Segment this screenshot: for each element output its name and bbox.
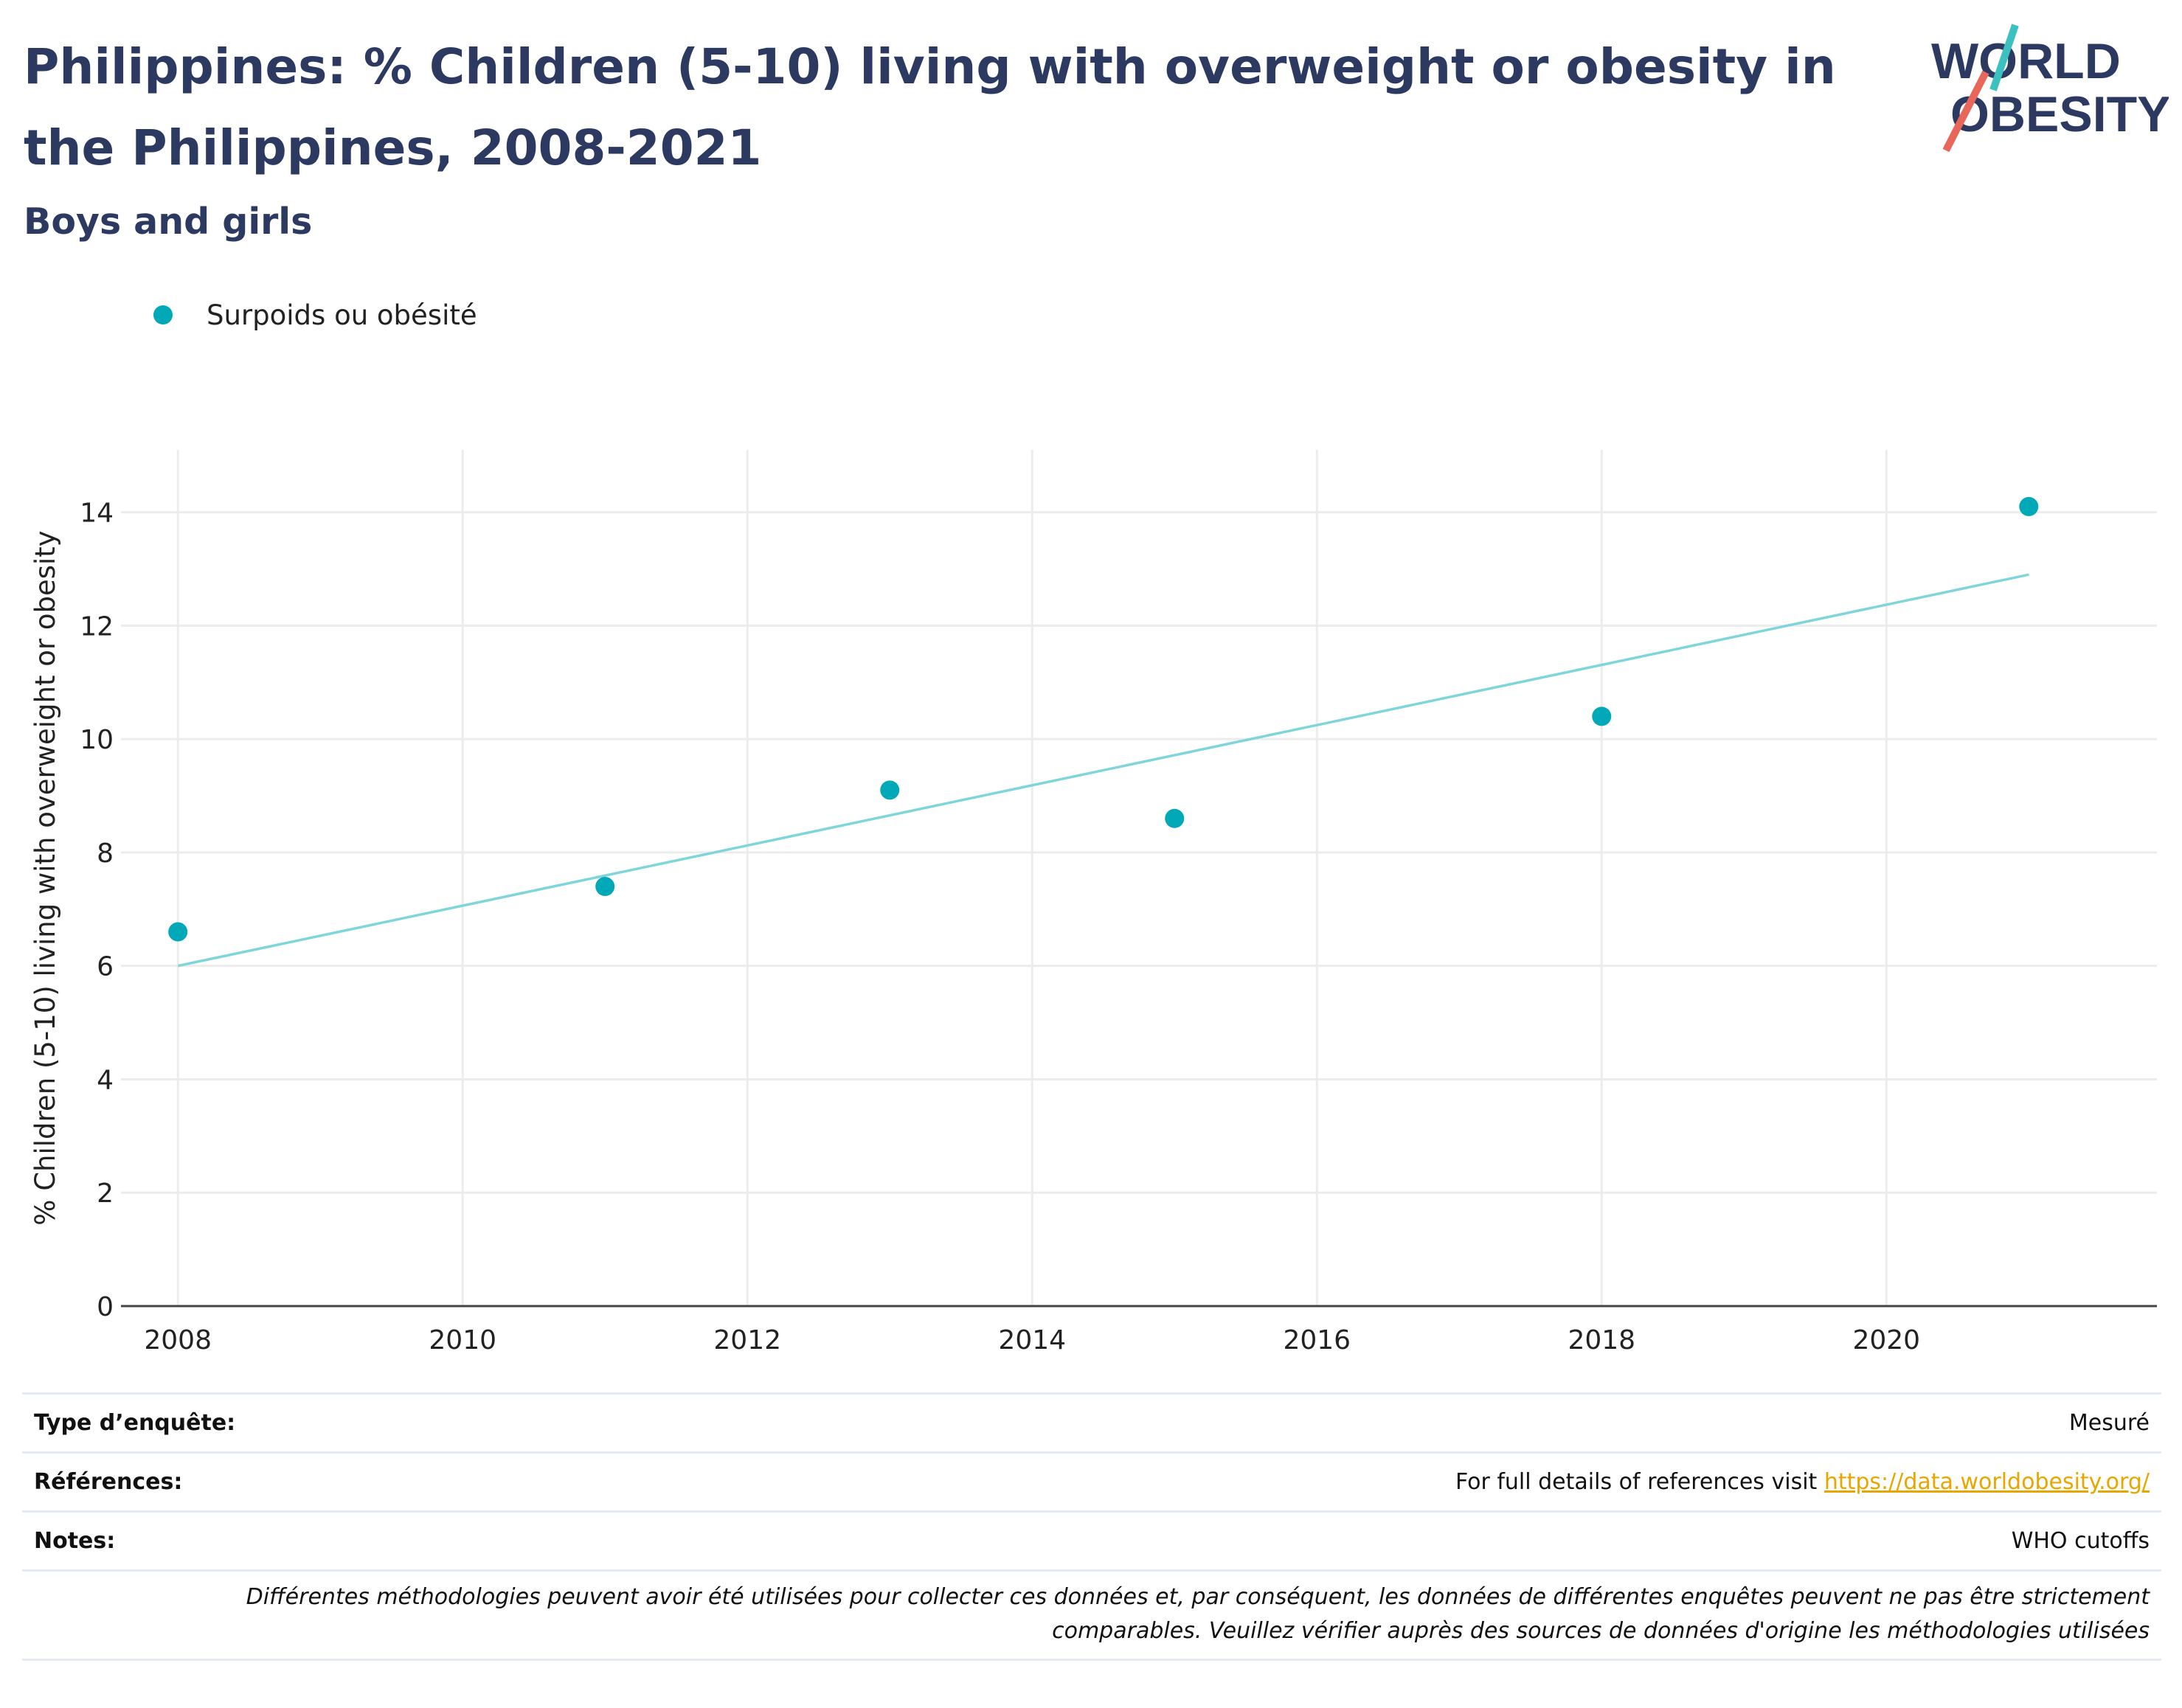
info-row-references: Références: For full details of referenc… <box>22 1451 2161 1510</box>
chart-legend[interactable]: Surpoids ou obésité <box>153 296 477 333</box>
info-value: WHO cutoffs <box>2011 1528 2150 1554</box>
y-tick-label: 0 <box>97 1292 114 1322</box>
y-axis-label: % Children (5-10) living with overweight… <box>30 530 61 1225</box>
y-axis: 0 2 4 6 8 10 12 14 <box>80 499 114 1322</box>
logo-slash-top <box>1989 24 2019 91</box>
x-axis: 2008 2010 2012 2014 2016 2018 2020 <box>121 1305 2157 1355</box>
trend-layer <box>177 573 2029 968</box>
logo-text-obesity: OBESITY <box>1950 86 2169 142</box>
x-tick-label: 2020 <box>1852 1325 1920 1355</box>
x-tick-label: 2016 <box>1283 1325 1351 1355</box>
info-row-survey-type: Type d’enquête: Mesuré <box>22 1392 2161 1451</box>
info-row-notes: Notes: WHO cutoffs <box>22 1510 2161 1569</box>
legend-marker-icon <box>153 305 173 324</box>
y-tick-label: 4 <box>97 1065 114 1095</box>
grid-lines <box>121 450 2157 1306</box>
trend-line <box>177 573 2029 968</box>
disclaimer-line: comparables. Veuillez vérifier auprès de… <box>1052 1618 2150 1644</box>
data-point[interactable] <box>595 877 615 897</box>
data-point[interactable] <box>1592 707 1612 726</box>
x-tick-label: 2012 <box>713 1325 781 1355</box>
info-value: Mesuré <box>2068 1410 2150 1436</box>
logo-slash-bottom <box>1942 70 1989 153</box>
info-label: Notes: <box>34 1528 116 1554</box>
x-tick-label: 2018 <box>1568 1325 1635 1355</box>
references-text: For full details of references visit <box>1455 1469 1824 1495</box>
disclaimer-line: Différentes méthodologies peuvent avoir … <box>246 1584 2150 1610</box>
scatter-chart: 0 2 4 6 8 10 12 14 2008 2010 2012 2014 2016 2018 2020… <box>30 450 2157 1355</box>
data-point[interactable] <box>1165 808 1185 828</box>
y-tick-label: 8 <box>97 839 114 869</box>
x-tick-label: 2008 <box>144 1325 212 1355</box>
info-value-references: For full details of references visit htt… <box>1455 1469 2150 1495</box>
data-points <box>168 496 2039 942</box>
data-point[interactable] <box>2019 496 2039 516</box>
y-tick-label: 12 <box>80 611 114 642</box>
y-tick-label: 14 <box>80 499 114 529</box>
info-label: Type d’enquête: <box>34 1410 236 1436</box>
y-tick-label: 10 <box>80 725 114 755</box>
chart-title: Philippines: % Children (5-10) living wi… <box>24 38 1836 176</box>
info-label: Références: <box>34 1469 183 1495</box>
y-tick-label: 2 <box>97 1178 114 1209</box>
x-tick-label: 2014 <box>998 1325 1066 1355</box>
world-obesity-logo: WORLD OBESITY <box>1931 24 2169 153</box>
data-point[interactable] <box>880 780 900 800</box>
legend-label: Surpoids ou obésité <box>207 299 477 331</box>
references-link[interactable]: https://data.worldobesity.org/ <box>1823 1469 2150 1495</box>
info-table: Type d’enquête: Mesuré Références: For f… <box>22 1392 2161 1661</box>
y-tick-label: 6 <box>97 952 114 982</box>
logo-text-world: WORLD <box>1931 33 2121 89</box>
data-point[interactable] <box>168 922 188 942</box>
chart-subtitle: Boys and girls <box>24 201 313 243</box>
x-tick-label: 2010 <box>429 1325 496 1355</box>
methodology-disclaimer: Différentes méthodologies peuvent avoir … <box>22 1569 2161 1661</box>
